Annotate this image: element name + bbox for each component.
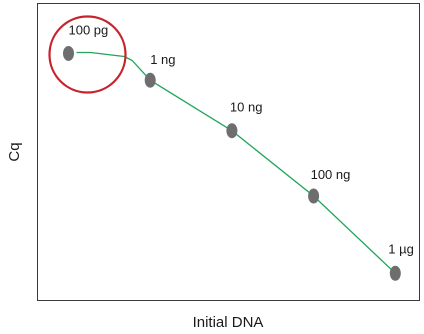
data-point-1 [144, 72, 156, 88]
x-axis-label: Initial DNA [193, 314, 264, 331]
data-label-0: 100 pg [69, 22, 109, 37]
data-label-1: 1 ng [150, 52, 175, 67]
plot-area-frame [37, 3, 420, 301]
annotation-layer [48, 15, 127, 94]
y-axis-label: Cq [6, 142, 23, 161]
data-label-3: 100 ng [311, 167, 351, 182]
series-line [76, 51, 396, 274]
series-layer: 100 pg 1 ng 10 ng 100 ng 1 µg [63, 22, 414, 281]
data-point-0 [63, 45, 74, 61]
highlight-circle-0 [48, 15, 127, 94]
data-point-2 [226, 123, 238, 139]
data-point-3 [308, 188, 320, 204]
data-label-2: 10 ng [230, 100, 263, 115]
data-label-4: 1 µg [388, 241, 414, 256]
data-point-4 [389, 265, 401, 281]
